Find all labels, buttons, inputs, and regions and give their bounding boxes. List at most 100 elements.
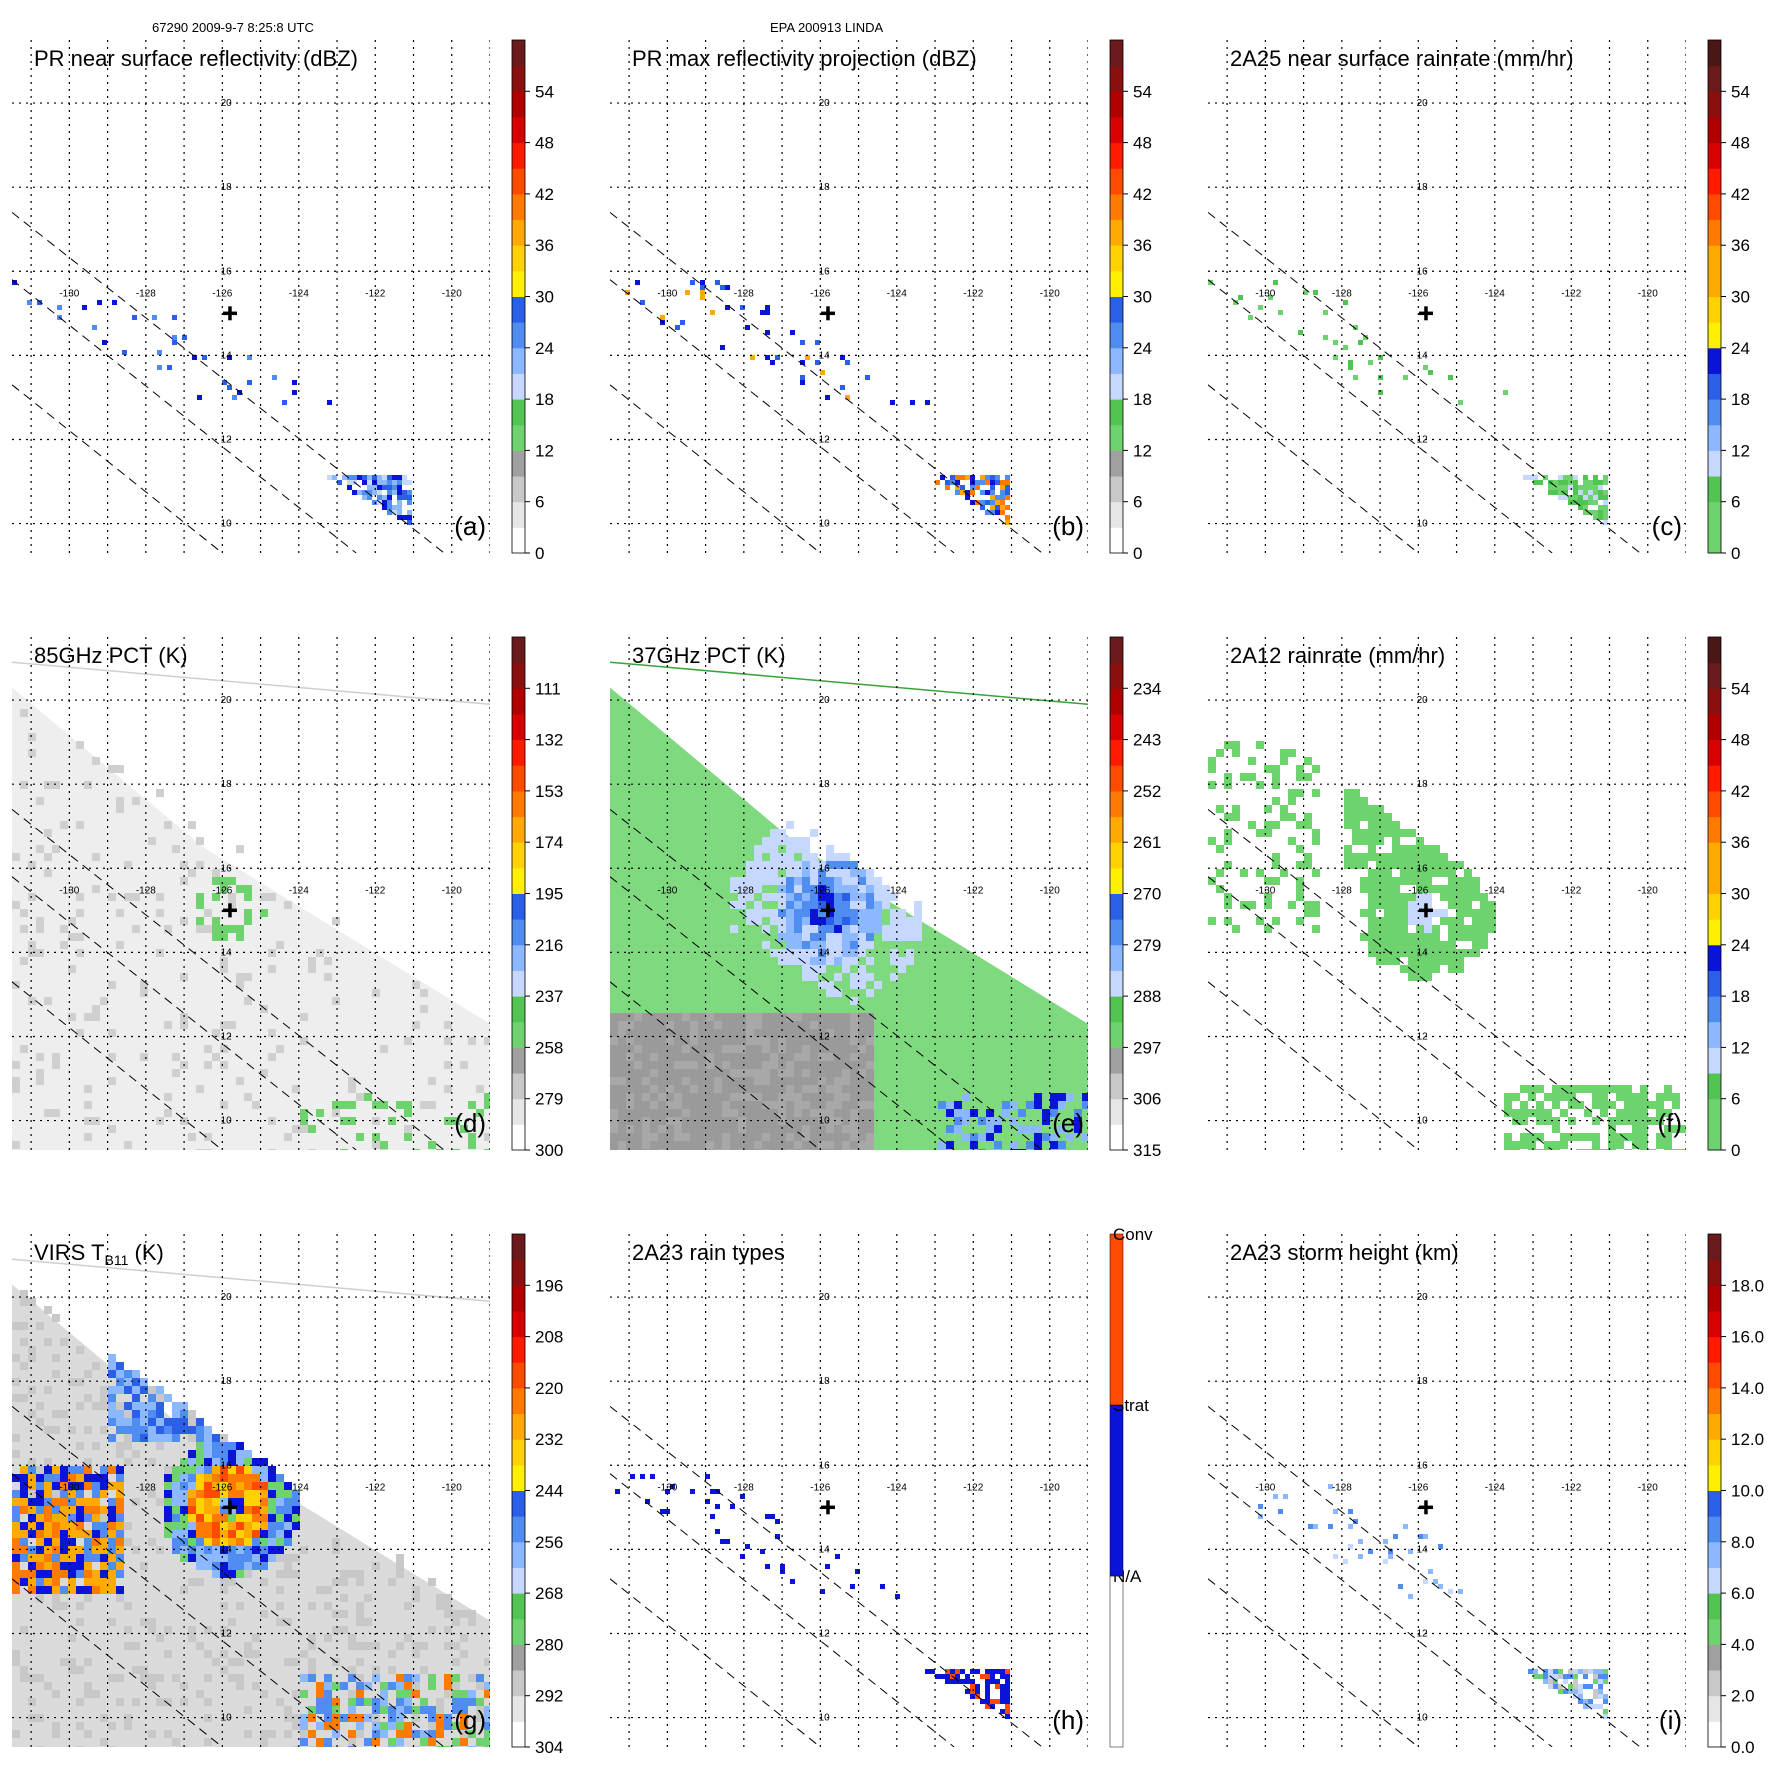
colorbar-tick-label: 16.0 <box>1731 1328 1764 1347</box>
lon-label: -120 <box>1040 886 1060 897</box>
lon-label: -130 <box>1255 289 1275 300</box>
colorbar-tick-label: 4.0 <box>1731 1635 1755 1654</box>
colorbar-tick-label: 292 <box>535 1687 563 1706</box>
colorbar-tick-label: 18 <box>1731 987 1750 1006</box>
panel-c: -130 -128 -126 -124 -122 -120 10 12 14 16 18 20 2A25… <box>1208 39 1750 563</box>
lon-label: -126 <box>1408 289 1428 300</box>
lat-label: 14 <box>1417 350 1429 361</box>
panel-label-e: (e) <box>1052 1108 1084 1138</box>
colorbar-tick-label: 36 <box>1133 236 1152 255</box>
field-pixels-b <box>625 280 1010 525</box>
lat-label: 14 <box>221 1544 233 1555</box>
panel-title-f: 2A12 rainrate (mm/hr) <box>1230 643 1445 668</box>
colorbar-tick-label: 12 <box>535 441 554 460</box>
field-pixels-h <box>615 1474 1010 1719</box>
header-storm-name: EPA 200913 LINDA <box>770 20 884 35</box>
lat-label: 14 <box>819 1544 831 1555</box>
colorbar-tick-label: 6.0 <box>1731 1584 1755 1603</box>
lon-label: -126 <box>1408 1483 1428 1494</box>
lat-label: 18 <box>1417 182 1429 193</box>
grid-labels-e: -130 -128 -126 -124 -122 -120 10 12 14 16 18 20 <box>657 695 1060 1126</box>
lat-label: 16 <box>221 266 233 277</box>
storm-center-marker-b <box>820 306 835 321</box>
lon-label: -124 <box>1485 289 1505 300</box>
header-orbit-time: 67290 2009-9-7 8:25:8 UTC <box>152 20 314 35</box>
lat-label: 14 <box>819 350 831 361</box>
swath-edges-c <box>1208 212 1641 553</box>
track-line-g <box>12 1258 490 1303</box>
colorbar-tick-label: 2.0 <box>1731 1687 1755 1706</box>
lon-label: -122 <box>1561 886 1581 897</box>
colorbar-tick-label: 48 <box>1731 134 1750 153</box>
colorbar-tick-label: 256 <box>535 1533 563 1552</box>
panel-f: -130 -128 -126 -124 -122 -120 10 12 14 16 18 20 2A12… <box>1208 636 1750 1160</box>
lon-label: -124 <box>289 289 309 300</box>
lat-label: 14 <box>1417 1544 1429 1555</box>
colorbar-b: 0 6 12 18 24 30 36 42 48 54 <box>1109 39 1152 563</box>
lon-label: -128 <box>1332 289 1352 300</box>
colorbar-tick-label: 12.0 <box>1731 1430 1764 1449</box>
colorbar-tick-label: 153 <box>535 782 563 801</box>
lat-label: 18 <box>819 779 831 790</box>
colorbar-tick-label: 6 <box>1731 493 1740 512</box>
colorbar-tick-label: 30 <box>1133 288 1152 307</box>
lon-label: -122 <box>963 1483 983 1494</box>
lon-label: -122 <box>963 289 983 300</box>
colorbar-tick-label: 0.0 <box>1731 1738 1755 1757</box>
swath-edges-i <box>1208 1406 1641 1747</box>
field-pixels-c <box>1208 280 1608 525</box>
panel-label-i: (i) <box>1659 1705 1682 1735</box>
colorbar-tick-label: 258 <box>535 1038 563 1057</box>
grid-b <box>610 40 1088 553</box>
colorbar-c: 0 6 12 18 24 30 36 42 48 54 <box>1707 39 1750 563</box>
colorbar-tick-label: 42 <box>535 185 554 204</box>
lat-label: 20 <box>221 1292 233 1303</box>
storm-center-marker-h <box>820 1500 835 1515</box>
grid-e <box>610 637 1088 1150</box>
lon-label: -120 <box>442 886 462 897</box>
grid-labels-d: -130 -128 -126 -124 -122 -120 10 12 14 16 18 20 <box>59 695 462 1126</box>
lat-label: 18 <box>221 779 233 790</box>
lat-label: 16 <box>819 863 831 874</box>
panel-title-g: VIRS TB11 (K) <box>34 1240 164 1268</box>
lat-label: 16 <box>221 863 233 874</box>
grid-g <box>12 1234 490 1747</box>
lon-label: -122 <box>365 886 385 897</box>
lat-label: 12 <box>221 1031 233 1042</box>
grid-labels-g: -130 -128 -126 -124 -122 -120 10 12 14 16 18 20 <box>59 1292 462 1723</box>
lat-label: 10 <box>1417 519 1429 530</box>
lon-label: -122 <box>365 289 385 300</box>
field-pixels-d <box>12 709 490 1150</box>
lon-label: -130 <box>59 886 79 897</box>
lon-label: -120 <box>1638 886 1658 897</box>
lon-label: -126 <box>810 886 830 897</box>
swath-edges-h <box>610 1406 1043 1747</box>
plot-area-d <box>12 637 490 1150</box>
panel-label-b: (b) <box>1052 511 1084 541</box>
plot-area-i <box>1208 1234 1686 1747</box>
colorbar-tick-label: 234 <box>1133 679 1161 698</box>
lon-label: -128 <box>734 1483 754 1494</box>
panel-title-c: 2A25 near surface rainrate (mm/hr) <box>1230 46 1574 71</box>
lon-label: -128 <box>136 1483 156 1494</box>
lon-label: -128 <box>1332 886 1352 897</box>
colorbar-tick-label: 237 <box>535 987 563 1006</box>
colorbar-tick-label: 208 <box>535 1328 563 1347</box>
lon-label: -130 <box>1255 886 1275 897</box>
colorbar-tick-label: 24 <box>1731 936 1750 955</box>
lat-label: 18 <box>1417 1376 1429 1387</box>
field-pixels-e <box>610 821 1088 1150</box>
lon-label: -122 <box>365 1483 385 1494</box>
lat-label: 18 <box>221 1376 233 1387</box>
swath-edges-e <box>610 809 1043 1150</box>
lat-label: 16 <box>819 266 831 277</box>
colorbar-d: 300 279 258 237 216 195 174 153 132 111 <box>511 636 563 1160</box>
colorbar-a: 0 6 12 18 24 30 36 42 48 54 <box>511 39 554 563</box>
lon-label: -124 <box>887 289 907 300</box>
colorbar-tick-label: 315 <box>1133 1141 1161 1160</box>
colorbar-tick-label: 280 <box>535 1635 563 1654</box>
colorbar-tick-label: 243 <box>1133 731 1161 750</box>
panel-d: -130 -128 -126 -124 -122 -120 10 12 14 16 18 20 85GH… <box>12 636 563 1160</box>
colorbar-tick-label: 0 <box>1731 544 1740 563</box>
